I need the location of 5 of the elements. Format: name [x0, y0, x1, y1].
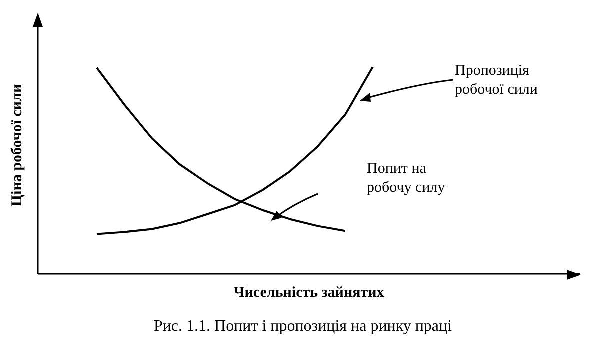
text: Попит на робочу силу: [367, 160, 446, 198]
x-axis-title: Чисельність зайнятих: [232, 285, 386, 302]
text: Пропозиція робочої сили: [455, 62, 539, 100]
text: Рис. 1.1. Попит і пропозиція на ринку праці: [152, 318, 454, 336]
y-axis-title: Ціна робочої сили: [10, 84, 26, 206]
